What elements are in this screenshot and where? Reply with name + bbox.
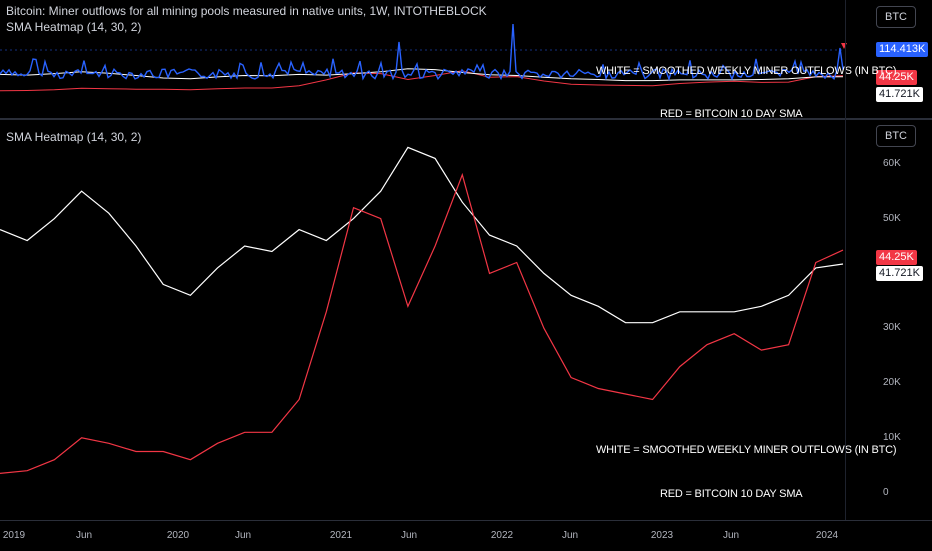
y-tick-label: 60K (883, 157, 901, 169)
top-white-line (0, 68, 844, 82)
bottom-price-tag-red: 44.25K (876, 250, 917, 265)
bottom-red-annotation: RED = BITCOIN 10 DAY SMA (660, 488, 803, 500)
x-tick-label: 2021 (329, 530, 353, 541)
x-tick-label: 2024 (815, 530, 839, 541)
x-tick-label: Jun (400, 530, 418, 541)
bottom-unit-button[interactable]: BTC (876, 125, 916, 147)
white-series-line (0, 146, 844, 324)
bottom-white-annotation: WHITE = SMOOTHED WEEKLY MINER OUTFLOWS (… (596, 444, 897, 456)
bottom-price-tag-white: 41.721K (876, 266, 923, 281)
x-tick-label: 2023 (650, 530, 674, 541)
top-red-annotation: RED = BITCOIN 10 DAY SMA (660, 108, 803, 120)
bottom-chart (0, 146, 844, 474)
top-chart (0, 23, 847, 92)
bottom-pane: SMA Heatmap (14, 30, 2) BTC 010K20K30K40… (0, 120, 932, 520)
x-tick-label: 2022 (490, 530, 514, 541)
time-axis[interactable]: 2019 Jun 2020 Jun 2021 Jun 2022 Jun 2023 Jun 2024 (0, 520, 932, 551)
y-tick-label: 10K (883, 431, 901, 443)
top-price-tag-blue: 114.413K (876, 42, 929, 57)
top-pane: Bitcoin: Miner outflows for all mining p… (0, 0, 932, 120)
x-tick-label: Jun (722, 530, 740, 541)
y-tick-label: 20K (883, 377, 901, 388)
top-white-annotation: WHITE = SMOOTHED WEEKLY MINER OUTFLOWS (… (596, 65, 897, 77)
x-tick-label: Jun (561, 530, 579, 541)
chart-title: Bitcoin: Miner outflows for all mining p… (6, 4, 487, 18)
x-tick-label: 2019 (2, 530, 26, 541)
x-tick-label: 2020 (166, 530, 190, 541)
y-tick-label: 50K (883, 212, 901, 224)
red-series-line (0, 172, 844, 474)
price-axis-separator (845, 0, 846, 520)
y-tick-label: 0 (883, 486, 889, 498)
x-tick-label: Jun (234, 530, 252, 541)
signal-marker-icon (841, 43, 847, 49)
top-price-tag-white: 41.721K (876, 87, 923, 102)
pane-divider[interactable] (0, 118, 932, 120)
top-indicator-label: SMA Heatmap (14, 30, 2) (6, 20, 142, 34)
top-unit-button[interactable]: BTC (876, 6, 916, 28)
y-tick-label: 30K (883, 322, 901, 334)
x-tick-label: Jun (75, 530, 93, 541)
bottom-indicator-label: SMA Heatmap (14, 30, 2) (6, 130, 142, 144)
top-price-tag-red: 44.25K (876, 70, 917, 85)
top-blue-outflow-line (0, 23, 844, 82)
